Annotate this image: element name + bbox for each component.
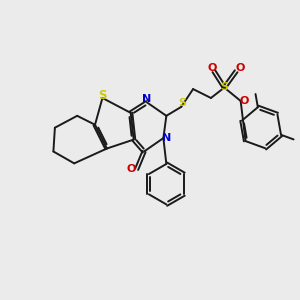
Text: S: S xyxy=(98,88,107,101)
Text: S: S xyxy=(178,98,186,108)
Text: N: N xyxy=(142,94,152,104)
Text: O: O xyxy=(208,63,217,73)
Text: S: S xyxy=(220,82,228,92)
Text: N: N xyxy=(162,133,172,143)
Text: O: O xyxy=(235,63,244,73)
Text: O: O xyxy=(239,96,249,106)
Text: O: O xyxy=(127,164,136,174)
